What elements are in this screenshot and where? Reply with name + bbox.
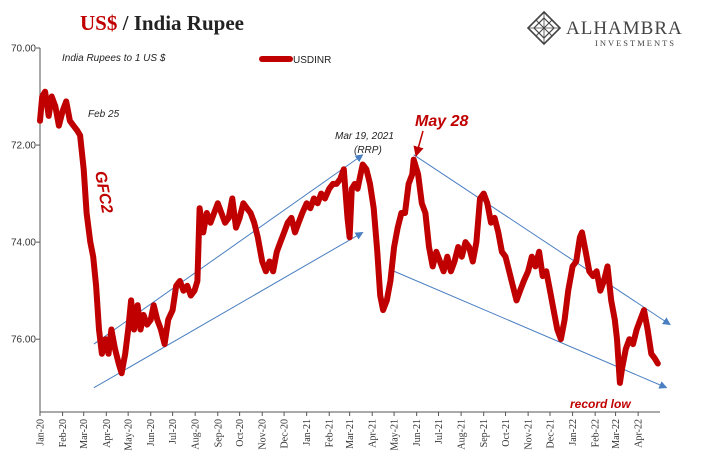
x-tick-label: Jun-20 [146,419,157,446]
lattice-icon [526,10,562,46]
annotation-gfc2: GFC2 [91,170,115,215]
x-tick-label: May-20 [124,419,135,451]
chart-title-pair: / India Rupee [117,11,244,35]
x-tick-label: Feb-21 [325,419,336,447]
x-tick-label: Jul-20 [168,419,179,444]
x-tick-label: Jan-21 [302,419,313,446]
x-tick-label: Apr-20 [102,419,113,448]
x-tick-label: Apr-22 [634,419,645,448]
x-tick-label: Dec-21 [545,419,556,448]
x-tick-label: Nov-20 [258,419,269,450]
trend-line [393,270,668,389]
y-axis-ticks: 70.00 72.00 74.00 76.00 [11,44,40,346]
trend-line [413,154,671,326]
series-usdinr [37,88,661,386]
legend: USDINR [259,55,331,66]
chart-subtitle: India Rupees to 1 US $ [62,53,166,64]
x-tick-label: Jul-21 [434,419,445,444]
x-tick-label: Jan-22 [568,419,579,446]
x-tick-label: Sep-21 [479,419,490,447]
y-tick-label: 70.00 [11,44,36,55]
logo-name: ALHAMBRA [566,18,683,39]
x-tick-label: Feb-20 [58,419,69,447]
logo-sub: INVESTMENTS [595,38,676,48]
annotation-mar19-2021: Mar 19, 2021 [335,131,394,142]
trend-lines [93,154,671,389]
legend-label-usdinr: USDINR [293,55,331,66]
x-tick-label: Sep-20 [213,419,224,447]
x-tick-label: Dec-20 [280,419,291,448]
annotation-feb25: Feb 25 [88,109,120,120]
x-tick-label: May-21 [390,419,401,451]
x-tick-label: Oct-21 [501,419,512,447]
annotations: Feb 25 GFC2 Mar 19, 2021 (RRP) May 28 re… [88,109,631,411]
chart-title: US$ / India Rupee [80,11,244,35]
annotation-rrp: (RRP) [354,145,382,156]
y-tick-label: 74.00 [11,238,36,249]
x-tick-label: Jun-21 [412,419,423,446]
trend-line [93,231,364,389]
chart-title-currency: US$ [80,11,117,35]
x-tick-label: Mar-22 [611,419,622,449]
annotation-record-low: record low [570,397,631,411]
x-tick-label: Feb-22 [591,419,602,447]
annotation-may28: May 28 [415,113,468,130]
x-tick-label: Oct-20 [235,419,246,447]
x-tick-label: Mar-21 [345,419,356,449]
x-tick-label: Nov-21 [524,419,535,450]
x-tick-label: Mar-20 [79,419,90,449]
annotation-may28-arrow [413,130,424,158]
x-tick-label: Aug-21 [457,419,468,450]
x-tick-label: Apr-21 [368,419,379,448]
x-axis-ticks: Jan-20 Feb-20 Mar-20 Apr-20 May-20 Jun-20 Jul-… [36,412,645,451]
x-tick-label: Jan-20 [36,419,47,446]
x-tick-label: Aug-20 [191,419,202,450]
series-line-usdinr [37,88,661,386]
alhambra-logo: ALHAMBRA INVESTMENTS [526,10,683,48]
y-tick-label: 72.00 [11,141,36,152]
y-tick-label: 76.00 [11,335,36,346]
